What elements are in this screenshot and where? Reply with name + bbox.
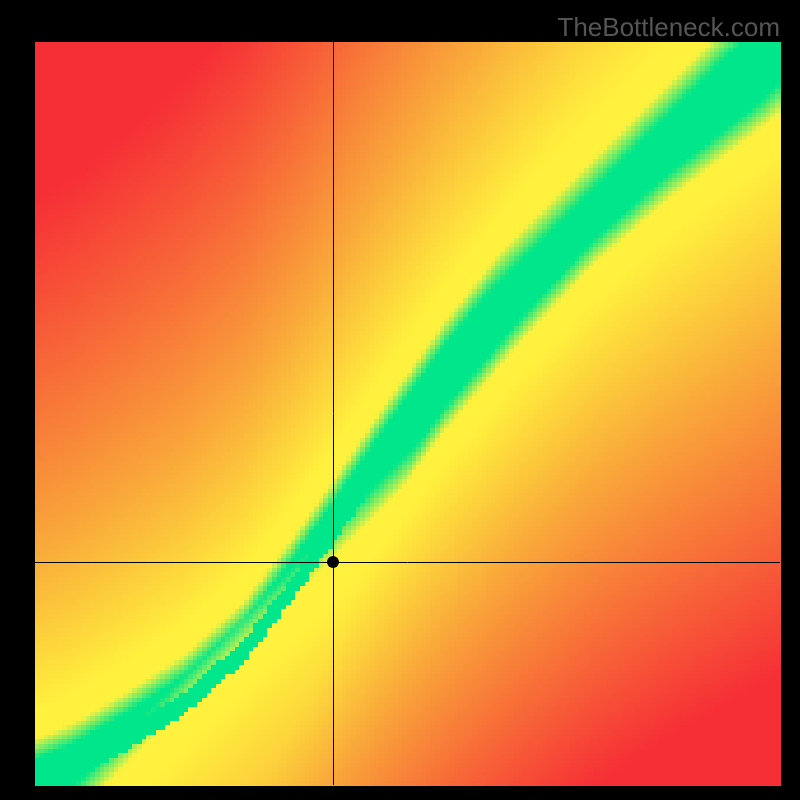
chart-container: TheBottleneck.com xyxy=(0,0,800,800)
watermark-text: TheBottleneck.com xyxy=(557,12,780,43)
heatmap-canvas xyxy=(0,0,800,800)
